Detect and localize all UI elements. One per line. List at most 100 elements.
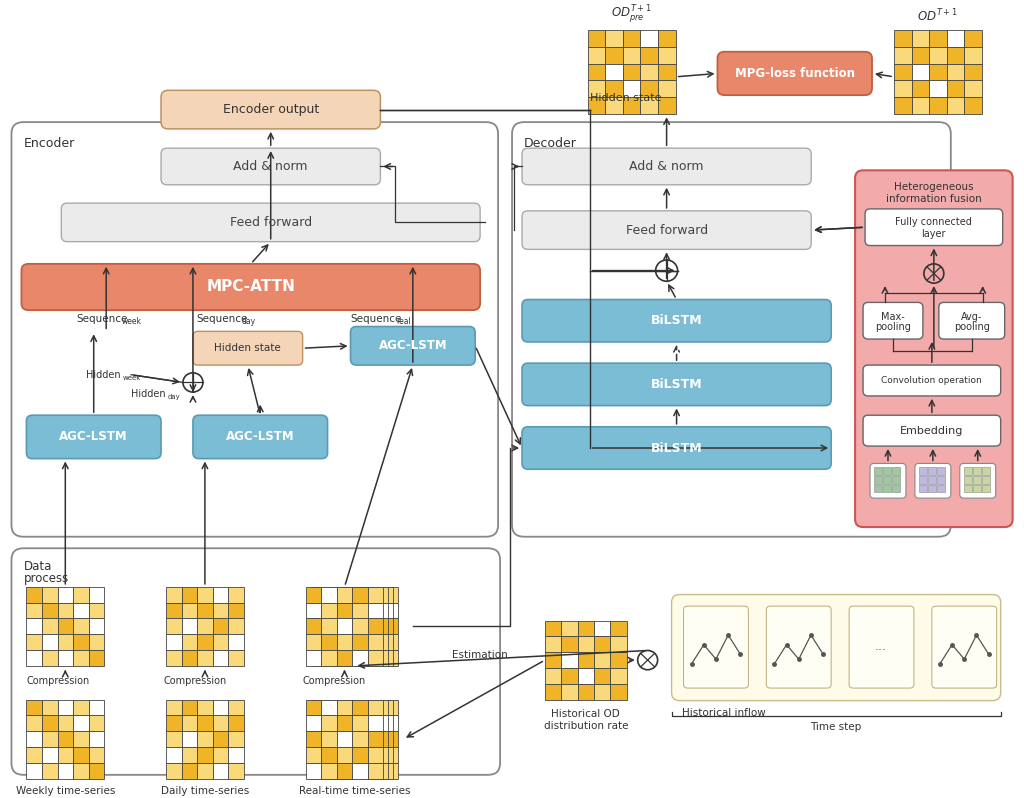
Bar — [327, 747, 342, 763]
Text: Time step: Time step — [811, 722, 862, 732]
Bar — [347, 602, 362, 618]
Bar — [588, 46, 605, 64]
Bar — [982, 484, 990, 492]
Bar — [946, 46, 965, 64]
Bar — [883, 484, 891, 492]
Bar — [946, 81, 965, 97]
Bar — [336, 747, 351, 763]
Bar — [73, 747, 89, 763]
Text: AGC-LSTM: AGC-LSTM — [59, 430, 128, 444]
Bar — [610, 652, 627, 668]
FancyBboxPatch shape — [932, 606, 996, 688]
Text: $OD^{T+1}$: $OD^{T+1}$ — [918, 8, 958, 25]
Bar — [352, 763, 368, 779]
Text: Real-time time-series: Real-time time-series — [299, 786, 411, 796]
Bar — [336, 763, 351, 779]
Bar — [561, 621, 578, 636]
Bar — [594, 621, 610, 636]
Bar — [610, 621, 627, 636]
Bar — [42, 747, 57, 763]
Text: MPC-ATTN: MPC-ATTN — [207, 279, 295, 294]
Bar — [919, 468, 927, 475]
Bar — [351, 716, 368, 731]
FancyBboxPatch shape — [161, 148, 380, 185]
Bar — [321, 700, 336, 716]
Bar — [181, 587, 198, 602]
Bar — [166, 618, 181, 634]
Bar — [352, 650, 368, 666]
Bar — [623, 97, 640, 114]
Text: BiLSTM: BiLSTM — [651, 314, 702, 327]
Text: layer: layer — [922, 229, 946, 239]
Bar — [347, 763, 362, 779]
Bar — [331, 602, 347, 618]
Bar — [27, 700, 42, 716]
Bar — [337, 602, 352, 618]
Bar — [305, 650, 322, 666]
Bar — [42, 587, 57, 602]
Bar — [337, 763, 352, 779]
Bar — [588, 64, 605, 81]
Bar — [310, 747, 327, 763]
Bar — [946, 30, 965, 46]
Bar — [362, 700, 378, 716]
Bar — [919, 476, 927, 484]
Bar — [378, 602, 393, 618]
Bar — [561, 668, 578, 684]
Bar — [198, 650, 213, 666]
FancyBboxPatch shape — [865, 209, 1002, 246]
Bar — [545, 652, 561, 668]
Text: Historical inflow: Historical inflow — [682, 709, 765, 718]
Bar — [315, 700, 331, 716]
Bar — [89, 716, 104, 731]
Bar — [351, 763, 368, 779]
Bar — [383, 747, 398, 763]
Bar — [321, 650, 336, 666]
Bar — [561, 636, 578, 652]
Bar — [315, 587, 331, 602]
Bar — [336, 731, 351, 747]
Bar — [342, 763, 357, 779]
Bar — [545, 621, 561, 636]
Bar — [605, 64, 623, 81]
Bar — [305, 587, 322, 602]
Bar — [342, 634, 357, 650]
Bar — [315, 716, 331, 731]
Bar — [373, 634, 388, 650]
Text: Encoder: Encoder — [24, 136, 75, 149]
Text: Add & norm: Add & norm — [233, 160, 308, 173]
Text: week: week — [123, 374, 141, 381]
FancyBboxPatch shape — [161, 90, 380, 128]
Bar — [321, 587, 336, 602]
FancyBboxPatch shape — [193, 331, 303, 365]
Bar — [937, 468, 945, 475]
Bar — [322, 731, 337, 747]
Bar — [27, 747, 42, 763]
Bar — [331, 716, 347, 731]
Bar — [198, 747, 213, 763]
Text: information fusion: information fusion — [886, 195, 982, 204]
Bar — [368, 716, 383, 731]
Bar — [919, 484, 927, 492]
Bar — [213, 731, 228, 747]
Text: Embedding: Embedding — [900, 425, 964, 436]
Bar — [166, 602, 181, 618]
Bar — [27, 634, 42, 650]
Bar — [929, 81, 946, 97]
Text: Hidden: Hidden — [131, 389, 166, 399]
Bar — [336, 587, 351, 602]
Bar — [892, 484, 900, 492]
Bar — [73, 634, 89, 650]
Bar — [57, 763, 73, 779]
Bar — [368, 747, 383, 763]
Bar — [73, 618, 89, 634]
Bar — [342, 716, 357, 731]
Bar — [337, 716, 352, 731]
Bar — [198, 700, 213, 716]
Bar — [373, 763, 388, 779]
FancyBboxPatch shape — [672, 595, 1000, 701]
Bar — [594, 652, 610, 668]
Bar — [315, 634, 331, 650]
Bar — [357, 618, 373, 634]
Bar — [368, 618, 383, 634]
